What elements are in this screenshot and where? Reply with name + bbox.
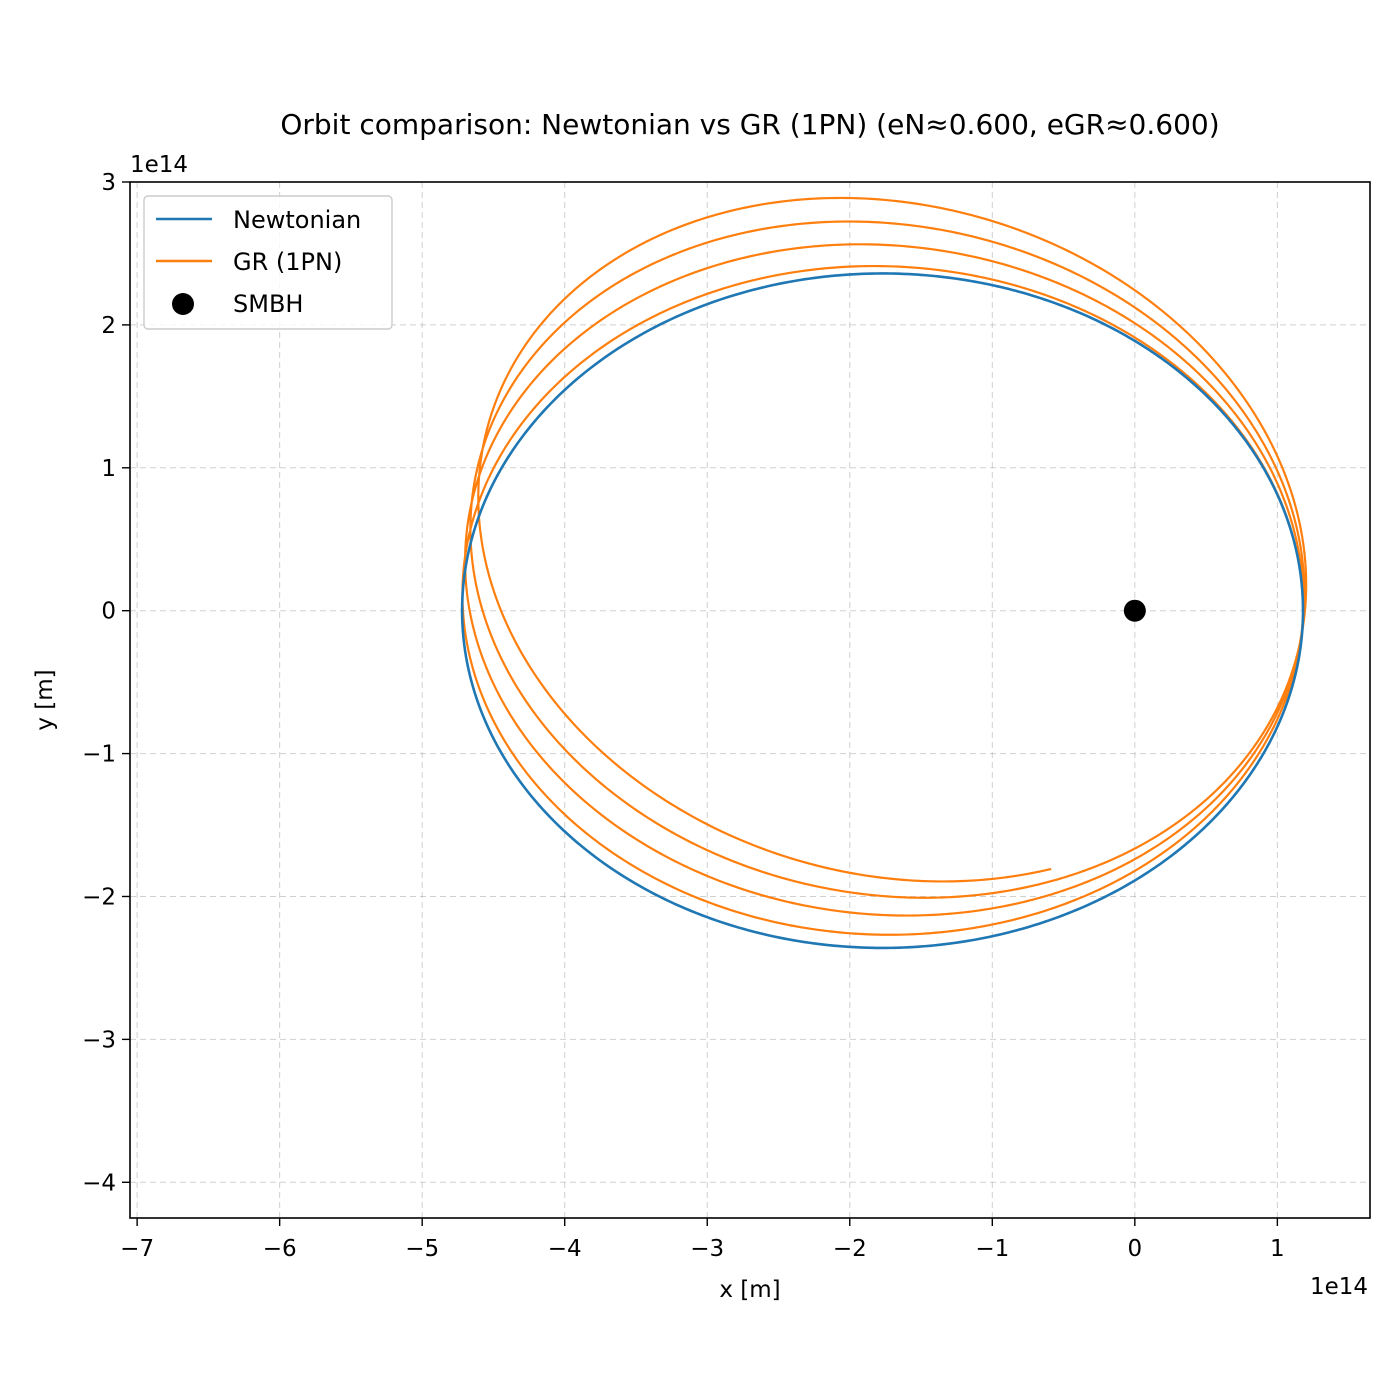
legend-label-newtonian: Newtonian: [233, 206, 361, 234]
x-tick-label: −3: [690, 1236, 724, 1262]
x-tick-label: −7: [120, 1236, 154, 1262]
x-tick-label: −6: [263, 1236, 297, 1262]
x-offset-label: 1e14: [1310, 1274, 1368, 1300]
y-axis: −4 −3 −2 −1 0 1 2 3: [82, 170, 130, 1196]
axes-frame: [129, 181, 1371, 1219]
y-tick-label: 0: [101, 599, 116, 625]
legend-label-smbh: SMBH: [233, 290, 303, 318]
x-tick-label: 1: [1270, 1236, 1285, 1262]
legend-marker-smbh: [172, 293, 194, 315]
smbh-point: [1123, 599, 1146, 622]
x-tick-label: −2: [833, 1236, 867, 1262]
y-axis-label: y [m]: [32, 669, 58, 730]
legend-label-gr: GR (1PN): [233, 248, 342, 276]
x-axis: −7 −6 −5 −4 −3 −2 −1 0 1: [120, 1218, 1285, 1262]
y-tick-label: −2: [82, 884, 116, 910]
x-tick-label: −5: [405, 1236, 439, 1262]
y-offset-label: 1e14: [130, 152, 188, 178]
y-tick-label: 2: [101, 313, 116, 339]
legend: Newtonian GR (1PN) SMBH: [143, 195, 393, 330]
series-line-gr: [461, 196, 1308, 936]
chart-title: Orbit comparison: Newtonian vs GR (1PN) …: [280, 108, 1219, 141]
x-tick-label: 0: [1128, 1236, 1143, 1262]
series-layer: [460, 196, 1308, 950]
y-tick-label: 3: [101, 170, 116, 196]
x-axis-label: x [m]: [719, 1277, 780, 1303]
plot-area: [129, 181, 1371, 1219]
x-tick-label: −1: [975, 1236, 1009, 1262]
legend-box: [143, 195, 393, 330]
y-tick-label: −1: [82, 742, 116, 768]
y-tick-label: −4: [82, 1170, 116, 1196]
x-tick-label: −4: [548, 1236, 582, 1262]
y-tick-label: −3: [82, 1027, 116, 1053]
y-tick-label: 1: [101, 456, 116, 482]
series-line-newtonian: [460, 272, 1305, 950]
axes-background: [130, 182, 1370, 1218]
